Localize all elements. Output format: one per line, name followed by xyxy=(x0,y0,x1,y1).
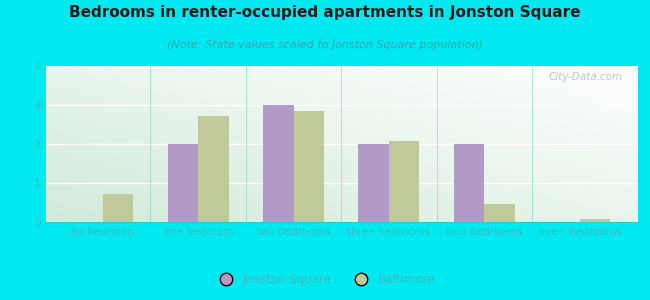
Text: (Note: State values scaled to Jonston Square population): (Note: State values scaled to Jonston Sq… xyxy=(167,40,483,50)
Bar xyxy=(263,105,294,222)
Text: Bedrooms in renter-occupied apartments in Jonston Square: Bedrooms in renter-occupied apartments i… xyxy=(70,4,580,20)
Bar xyxy=(198,116,229,222)
Text: City-Data.com: City-Data.com xyxy=(548,72,622,82)
Bar xyxy=(580,219,610,222)
Bar xyxy=(389,141,419,222)
Bar xyxy=(358,144,389,222)
Legend: Jonston Square, Baltimore: Jonston Square, Baltimore xyxy=(210,269,440,291)
Bar xyxy=(454,144,484,222)
Bar xyxy=(484,205,515,222)
Bar xyxy=(103,194,133,222)
Bar xyxy=(294,111,324,222)
Bar xyxy=(168,144,198,222)
